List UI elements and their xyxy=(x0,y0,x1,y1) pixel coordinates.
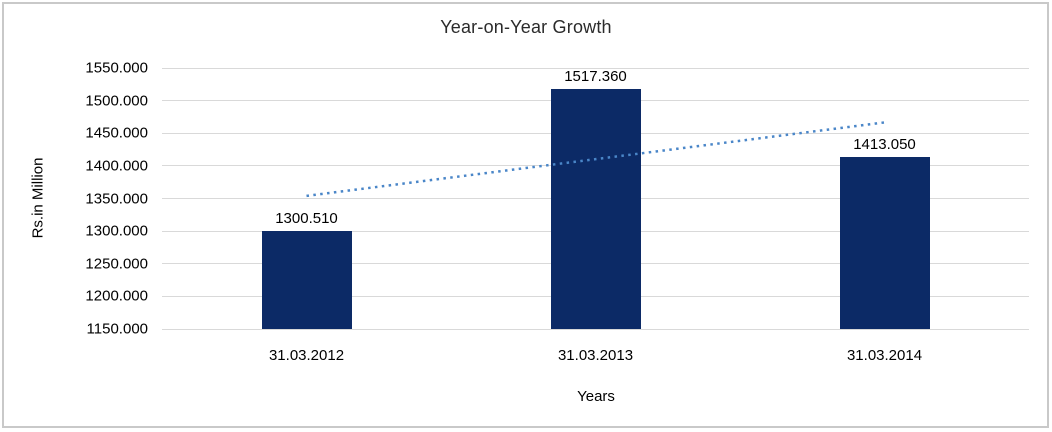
x-axis-tick-label: 31.03.2012 xyxy=(268,347,345,364)
x-axis-tick-label: 31.03.2013 xyxy=(557,347,634,364)
x-axis-title: Years xyxy=(577,388,615,405)
gridline xyxy=(162,67,1029,69)
y-axis-tick-label: 1200.000 xyxy=(85,287,148,305)
y-axis-tick-label: 1300.000 xyxy=(85,222,148,240)
plot-area: 1300.510 1517.360 1413.050 xyxy=(162,67,1029,330)
y-axis-tick-label: 1400.000 xyxy=(85,157,148,175)
y-axis-tick-label: 1350.000 xyxy=(85,190,148,207)
trendline xyxy=(306,121,885,198)
bar-31.03.2013 xyxy=(550,89,641,329)
trendline-segment xyxy=(306,121,885,198)
y-axis-tick-label: 1150.000 xyxy=(86,320,148,338)
y-axis-tick-label: 1250.000 xyxy=(85,255,148,273)
bar-data-label: 1517.360 xyxy=(564,68,627,86)
chart-title: Year-on-Year Growth xyxy=(440,17,612,37)
bar-31.03.2014 xyxy=(839,157,930,329)
y-axis-tick-label: 1550.000 xyxy=(85,59,148,77)
bar-data-label: 1300.510 xyxy=(275,209,338,227)
bar-31.03.2012 xyxy=(261,230,352,329)
y-axis-tick-label: 1450.000 xyxy=(85,124,148,142)
y-axis-tick-label: 1500.000 xyxy=(85,92,148,110)
x-axis-tick-label: 31.03.2014 xyxy=(846,347,923,364)
y-axis-title: Rs.in Million xyxy=(29,157,47,239)
bar-data-label: 1413.050 xyxy=(853,136,916,154)
gridline xyxy=(162,328,1029,330)
